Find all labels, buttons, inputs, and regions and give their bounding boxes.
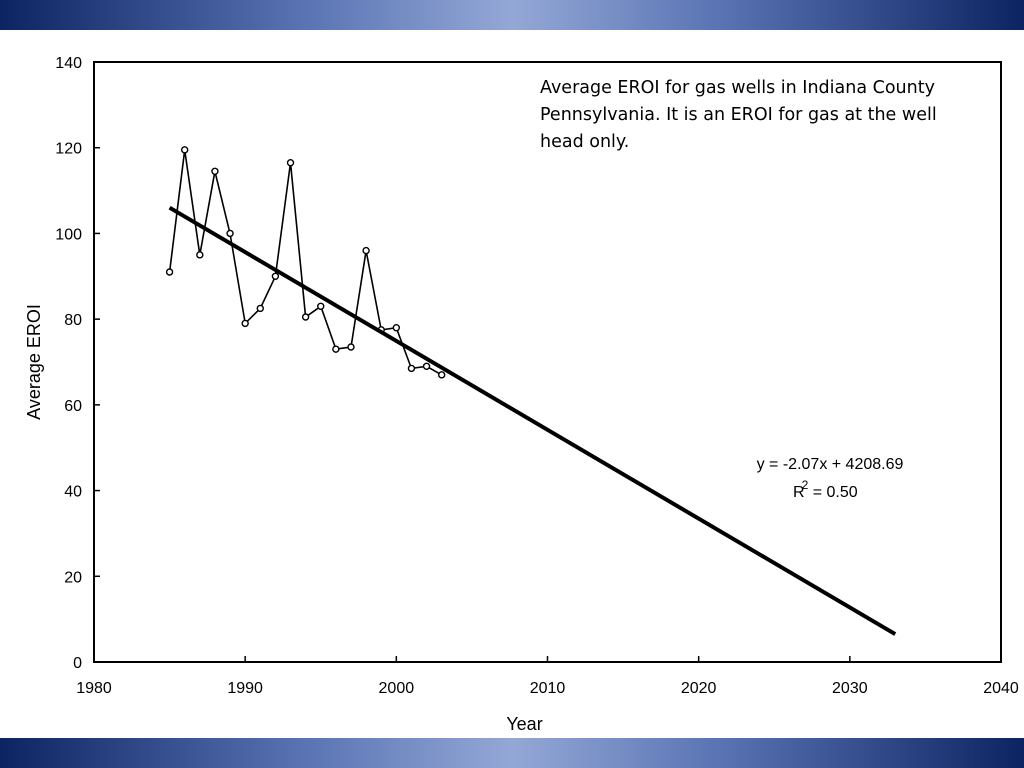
data-point	[437, 371, 446, 379]
eroi-series-line	[168, 149, 443, 376]
data-point	[392, 324, 401, 332]
data-point	[256, 304, 264, 313]
x-tick-label: 2010	[530, 680, 566, 697]
y-tick-label: 140	[55, 55, 82, 72]
data-point	[317, 302, 325, 310]
x-tick-label: 2000	[379, 680, 415, 697]
data-point	[241, 319, 249, 328]
y-axis-title: Average EROI	[24, 304, 44, 420]
data-point	[286, 159, 295, 167]
data-point	[332, 345, 340, 353]
y-tick-label: 80	[64, 312, 82, 329]
r-squared-label: R2 = 0.50	[793, 478, 858, 501]
y-tick-label: 20	[64, 569, 82, 586]
top-header-band	[0, 0, 1024, 30]
x-tick-label: 2030	[832, 680, 868, 697]
data-point	[362, 246, 370, 255]
data-point	[165, 268, 174, 276]
data-point	[271, 272, 280, 280]
series-layer	[165, 146, 897, 636]
r-squared-superscript: 2	[802, 478, 809, 492]
data-point	[422, 362, 431, 370]
data-point	[347, 343, 355, 351]
data-point	[407, 364, 416, 373]
chart-caption: Average EROI for gas wells in Indiana Co…	[540, 78, 937, 152]
y-tick-label: 40	[64, 484, 82, 501]
x-axis-title: Year	[506, 714, 542, 734]
x-tick-label: 1990	[227, 680, 263, 697]
data-point	[211, 167, 219, 175]
y-tick-label: 60	[64, 398, 82, 415]
trendline-equation: y = -2.07x + 4208.69	[757, 456, 904, 473]
r-squared-prefix: R	[793, 484, 805, 501]
r-squared-value: = 0.50	[808, 484, 857, 501]
trendline	[168, 205, 897, 636]
data-point	[226, 229, 234, 238]
bottom-footer-band	[0, 738, 1024, 768]
data-point	[301, 313, 310, 321]
y-tick-label: 0	[73, 655, 82, 672]
data-point	[196, 251, 204, 259]
data-point	[180, 146, 189, 154]
x-tick-label: 1980	[76, 680, 112, 697]
y-tick-label: 100	[55, 226, 82, 243]
x-tick-label: 2020	[681, 680, 717, 697]
y-tick-label: 120	[55, 141, 82, 158]
x-tick-label: 2040	[983, 680, 1019, 697]
